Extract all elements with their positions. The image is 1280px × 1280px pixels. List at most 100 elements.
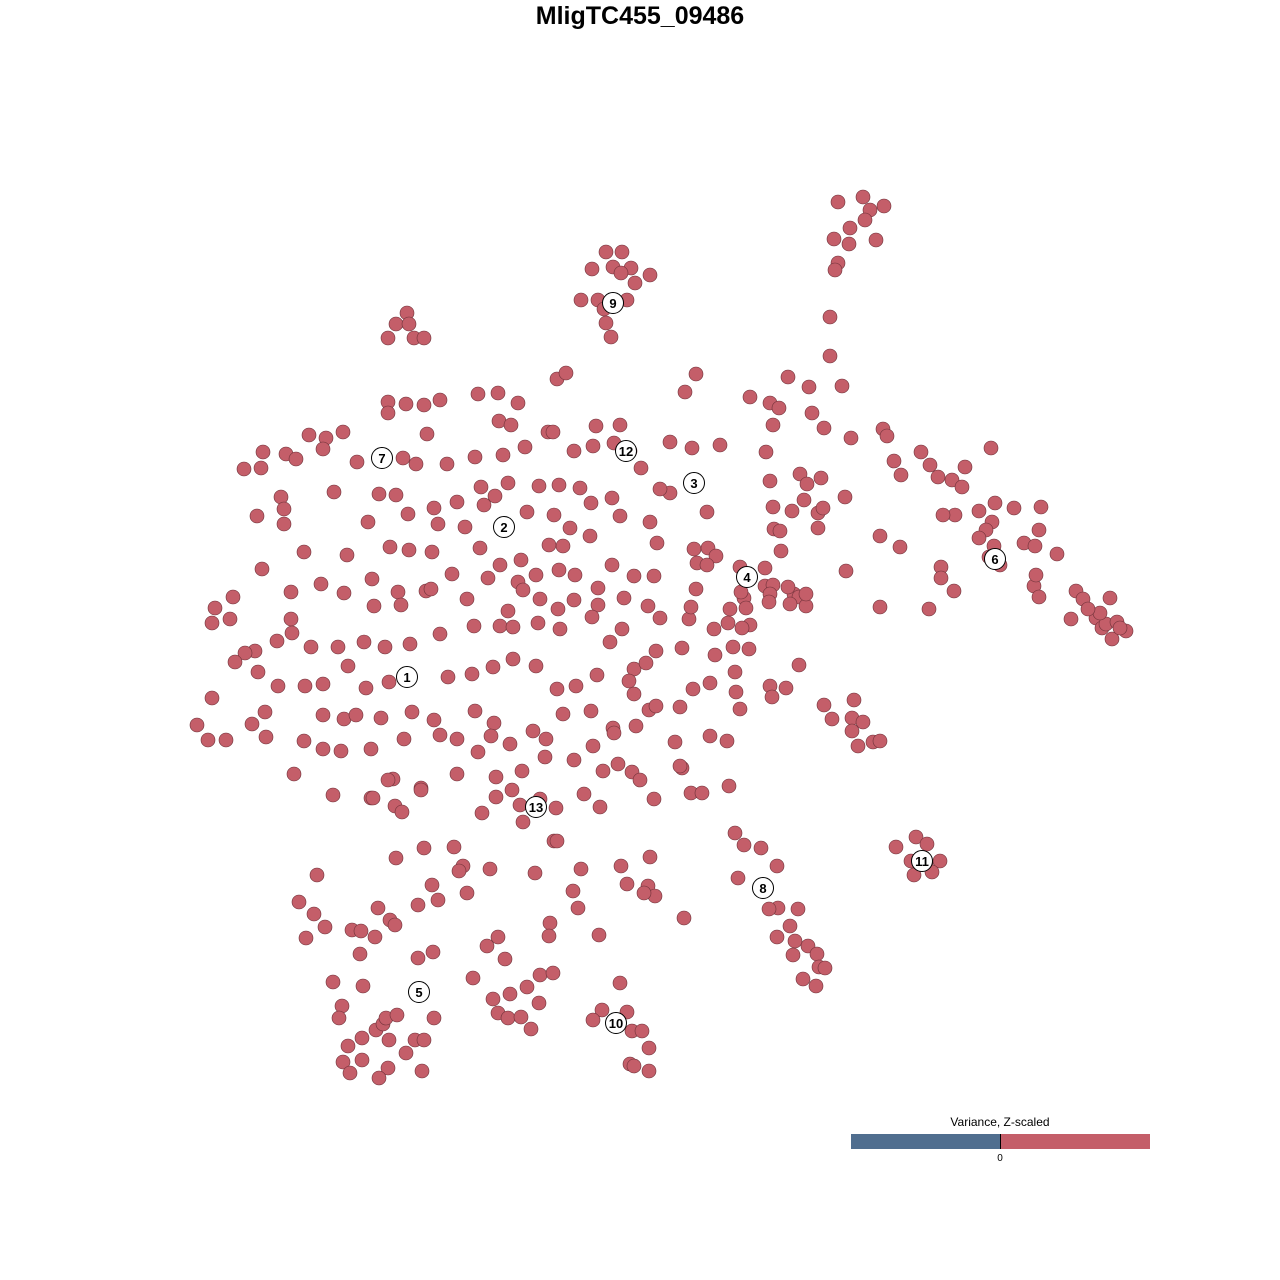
data-point — [771, 400, 787, 416]
data-point — [946, 583, 962, 599]
data-point — [545, 965, 561, 981]
data-point — [349, 454, 365, 470]
data-point — [519, 979, 535, 995]
data-point — [935, 507, 951, 523]
data-point — [200, 732, 216, 748]
data-point — [594, 1002, 610, 1018]
data-point — [380, 772, 396, 788]
cluster-label-text: 13 — [529, 800, 543, 815]
data-point — [573, 292, 589, 308]
data-point — [809, 946, 825, 962]
data-point — [393, 597, 409, 613]
cluster-label-text: 7 — [378, 451, 385, 466]
data-point — [567, 567, 583, 583]
data-point — [780, 369, 796, 385]
data-point — [538, 731, 554, 747]
data-point — [566, 592, 582, 608]
data-point — [410, 950, 426, 966]
data-point — [769, 929, 785, 945]
data-point — [633, 460, 649, 476]
data-point — [790, 901, 806, 917]
data-point — [795, 971, 811, 987]
data-point — [497, 951, 513, 967]
data-point — [893, 467, 909, 483]
data-point — [595, 763, 611, 779]
data-point — [473, 479, 489, 495]
data-point — [335, 1054, 351, 1070]
data-point — [370, 900, 386, 916]
data-point — [527, 865, 543, 881]
data-point — [758, 444, 774, 460]
cluster-label-badge — [984, 548, 1006, 570]
data-point — [381, 674, 397, 690]
chart-title: MligTC455_09486 — [535, 2, 745, 30]
data-point — [590, 580, 606, 596]
data-point — [204, 690, 220, 706]
data-point — [502, 986, 518, 1002]
data-point — [541, 537, 557, 553]
data-point — [276, 516, 292, 532]
legend-title: Variance, Z-scaled — [950, 1115, 1050, 1129]
data-point — [488, 769, 504, 785]
data-point — [721, 778, 737, 794]
data-point — [388, 487, 404, 503]
data-point — [662, 434, 678, 450]
data-point — [808, 978, 824, 994]
data-point — [356, 634, 372, 650]
data-point — [283, 611, 299, 627]
cluster-label-text: 1 — [403, 670, 410, 685]
data-point — [410, 897, 426, 913]
data-point — [283, 584, 299, 600]
data-point — [801, 379, 817, 395]
data-point — [584, 261, 600, 277]
data-point — [688, 366, 704, 382]
data-point — [333, 743, 349, 759]
data-point — [457, 519, 473, 535]
data-point — [688, 581, 704, 597]
data-point — [424, 877, 440, 893]
data-point — [674, 640, 690, 656]
data-point — [380, 1060, 396, 1076]
data-point — [500, 1010, 516, 1026]
data-point — [773, 543, 789, 559]
data-point — [425, 944, 441, 960]
data-point — [551, 562, 567, 578]
data-point — [725, 639, 741, 655]
data-point — [791, 657, 807, 673]
data-point — [545, 424, 561, 440]
data-point — [365, 790, 381, 806]
data-point — [646, 791, 662, 807]
data-point — [628, 718, 644, 734]
data-point — [464, 666, 480, 682]
data-point — [562, 520, 578, 536]
data-point — [387, 917, 403, 933]
data-point — [525, 723, 541, 739]
data-point — [684, 440, 700, 456]
data-point — [804, 405, 820, 421]
data-point — [648, 643, 664, 659]
data-point — [513, 552, 529, 568]
data-point — [921, 601, 937, 617]
data-point — [613, 858, 629, 874]
cluster-label-text: 9 — [609, 296, 616, 311]
data-point — [817, 960, 833, 976]
data-point — [485, 659, 501, 675]
data-point — [549, 681, 565, 697]
legend-colorbar — [851, 1134, 1150, 1149]
data-point — [681, 611, 697, 627]
data-point — [589, 667, 605, 683]
data-point — [919, 836, 935, 852]
data-point — [872, 528, 888, 544]
data-point — [504, 782, 520, 798]
data-point — [576, 786, 592, 802]
data-point — [315, 707, 331, 723]
data-point — [416, 1032, 432, 1048]
data-point — [388, 850, 404, 866]
cluster-label-badge — [493, 516, 515, 538]
data-point — [604, 490, 620, 506]
data-point — [474, 805, 490, 821]
data-point — [225, 589, 241, 605]
data-point — [694, 785, 710, 801]
data-point — [638, 655, 654, 671]
